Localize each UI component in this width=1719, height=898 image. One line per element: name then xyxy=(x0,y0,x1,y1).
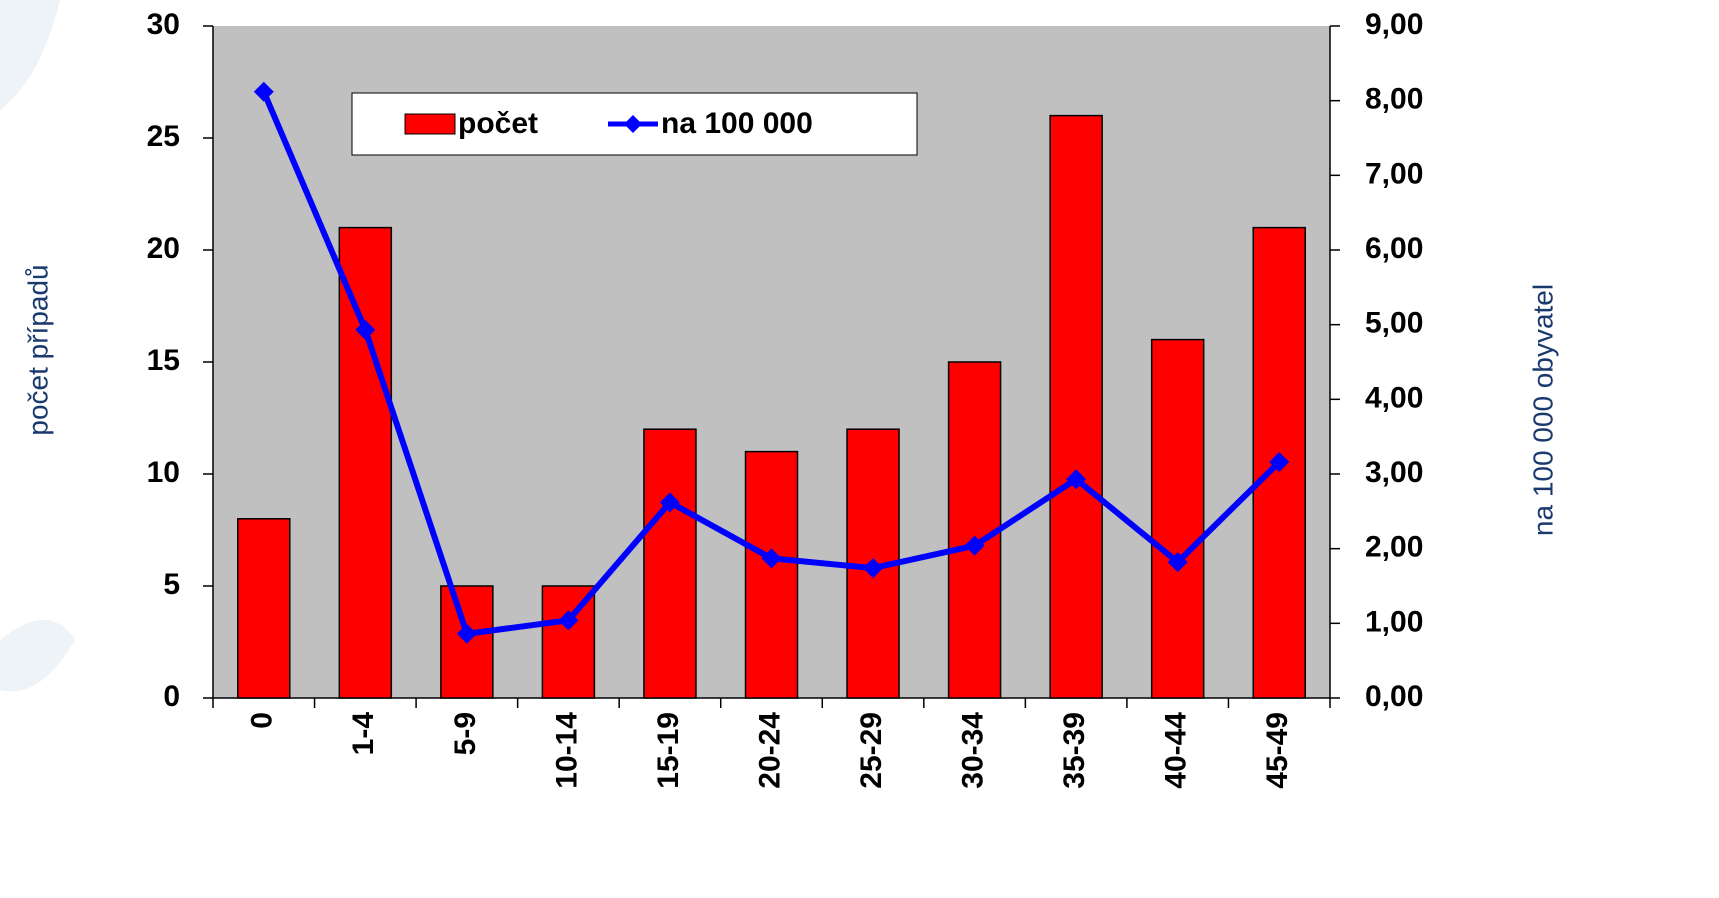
y2-tick-label: 4,00 xyxy=(1365,381,1423,414)
decoration xyxy=(0,0,60,110)
x-tick-label: 5-9 xyxy=(449,712,482,755)
x-tick-label: 10-14 xyxy=(550,712,583,789)
bar xyxy=(237,518,291,699)
x-tick-label: 45-49 xyxy=(1261,712,1294,789)
y2-tick-label: 5,00 xyxy=(1365,307,1423,340)
marker xyxy=(863,558,884,579)
marker xyxy=(659,492,680,513)
x-tick-label: 0 xyxy=(246,712,279,729)
y-tick-label: 5 xyxy=(163,568,180,601)
bar xyxy=(947,361,1002,699)
marker xyxy=(1269,452,1290,473)
y2-tick-label: 3,00 xyxy=(1365,456,1423,489)
y2-tick-label: 9,00 xyxy=(1365,8,1423,41)
marker xyxy=(761,548,782,569)
y-axis-title: počet případů xyxy=(22,264,53,435)
marker xyxy=(558,610,579,631)
x-tick-label: 40-44 xyxy=(1160,712,1193,789)
decoration xyxy=(0,620,75,692)
marker xyxy=(355,319,376,340)
legend-swatch xyxy=(404,113,456,135)
marker xyxy=(1167,552,1188,573)
y2-tick-label: 6,00 xyxy=(1365,232,1423,265)
y2-tick-label: 8,00 xyxy=(1365,83,1423,116)
y2-tick-label: 7,00 xyxy=(1365,157,1423,190)
bar xyxy=(643,428,697,699)
y2-axis-title: na 100 000 obyvatel xyxy=(1527,284,1558,536)
marker xyxy=(456,623,477,644)
marker xyxy=(253,81,274,102)
marker xyxy=(964,535,985,556)
legend-label: počet xyxy=(458,107,538,140)
marker xyxy=(1066,469,1087,490)
y-tick-label: 0 xyxy=(163,680,180,713)
bar xyxy=(338,226,393,699)
x-tick-label: 30-34 xyxy=(957,712,990,789)
x-tick-label: 1-4 xyxy=(347,712,380,756)
legend-swatch xyxy=(624,115,642,133)
y-tick-label: 20 xyxy=(147,232,180,265)
bar xyxy=(1150,338,1205,699)
bar xyxy=(1049,114,1103,699)
y2-tick-label: 1,00 xyxy=(1365,605,1423,638)
y-tick-label: 30 xyxy=(147,8,180,41)
bar xyxy=(744,450,799,699)
y-tick-label: 15 xyxy=(147,344,180,377)
x-tick-label: 25-29 xyxy=(855,712,888,789)
y2-tick-label: 2,00 xyxy=(1365,531,1423,564)
x-tick-label: 35-39 xyxy=(1058,712,1091,789)
y-tick-label: 10 xyxy=(147,456,180,489)
y-tick-label: 25 xyxy=(147,120,180,153)
x-tick-label: 20-24 xyxy=(753,712,786,789)
y2-tick-label: 0,00 xyxy=(1365,680,1423,713)
x-tick-label: 15-19 xyxy=(652,712,685,789)
legend-label: na 100 000 xyxy=(661,107,813,140)
